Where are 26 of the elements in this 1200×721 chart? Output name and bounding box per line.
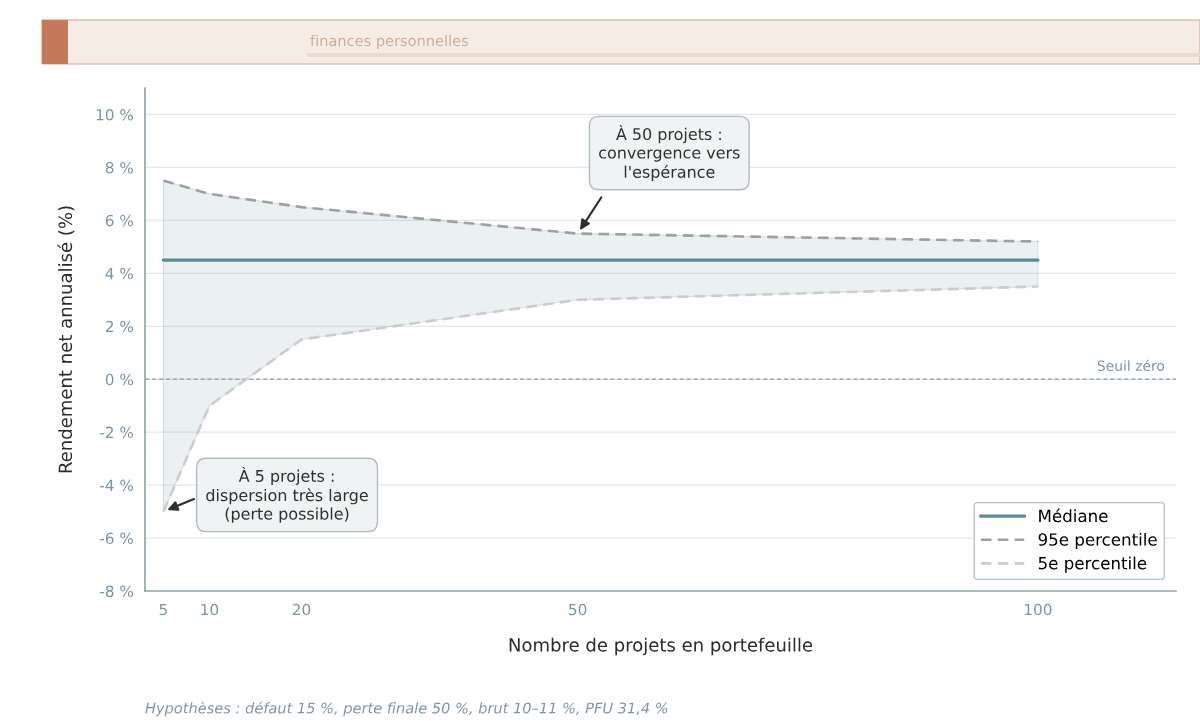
legend-label: 95e percentile: [1038, 532, 1157, 550]
line-series: [162, 179, 1040, 243]
y-tick-label: 0 %: [105, 373, 134, 386]
y-axis-title: Rendement net annualisé (%): [57, 206, 75, 473]
x-tick-label: 100: [1025, 603, 1052, 616]
legend-label: 5e percentile: [1038, 556, 1147, 573]
y-tick-label: 4 %: [105, 267, 134, 280]
x-tick-label: 10: [201, 603, 219, 616]
text: finances personnelles: [310, 34, 468, 50]
x-axis-title: Nombre de projets en portefeuille: [509, 637, 813, 656]
x-tick-label: 50: [569, 603, 587, 616]
legend-label: Médiane: [1039, 508, 1108, 523]
x-tick-label: 20: [292, 603, 311, 616]
ref-line-label: Seuil zéro: [1097, 359, 1165, 371]
y-tick-label: -8 %: [100, 585, 134, 598]
y-tick-label: 2 %: [105, 320, 134, 333]
x-tick-label: 5: [159, 603, 167, 616]
y-tick-label: -4 %: [100, 479, 134, 492]
y-tick-label: -2 %: [100, 426, 134, 439]
y-tick-label: -6 %: [100, 532, 134, 545]
y-tick-label: 8 %: [105, 161, 134, 174]
text: Hypothèses : défaut 15 %, perte finale 50 %, brut 10–11 %, PFU 31,4 %: [145, 701, 668, 717]
annotation: À 50 projets : convergence vers l'espérance: [599, 125, 740, 181]
y-tick-label: 10 %: [96, 108, 134, 121]
annotation: À 5 projets : dispersion très large (perte possible): [206, 466, 368, 523]
y-tick-label: 6 %: [105, 214, 134, 227]
